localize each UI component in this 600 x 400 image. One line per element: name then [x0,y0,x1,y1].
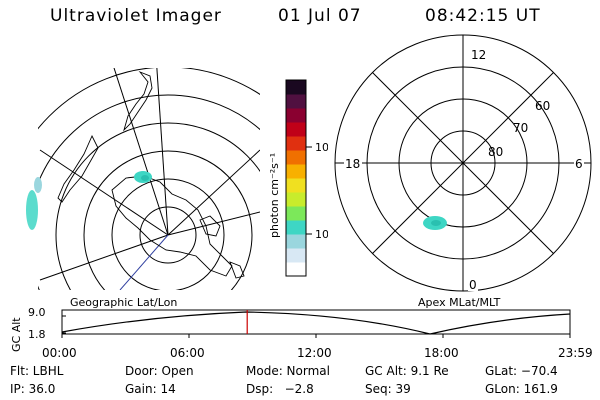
colorbar-cell [286,122,306,137]
mlt-label-0: 0 [469,278,477,292]
mlt-label-6: 6 [575,157,583,171]
colorbar-cell [286,192,306,207]
colorbar-tick-10: 10 [315,228,328,241]
colorbar: 100 10 photon cm⁻²s⁻¹ [268,79,328,277]
colorbar-cell [286,136,306,151]
colorbar-cell [286,80,306,95]
colorbar-cell [286,248,306,263]
geographic-coords-label: Geographic Lat/Lon [70,296,178,309]
colorbar-cell [286,178,306,193]
time-tick-2359: 23:59 [558,346,593,360]
date-label: 01 Jul 07 [278,6,362,26]
geographic-map [26,68,260,290]
glat-value: GLat: −70.4 [485,364,558,378]
altitude-curve [61,311,571,335]
lat-label-70: 70 [513,121,528,135]
altitude-strip: GC Alt 9.0 1.8 00:00 06:00 12:00 18:00 2… [10,306,593,360]
colorbar-cell [286,94,306,109]
instrument-title: Ultraviolet Imager [50,6,222,26]
filter-value: Flt: LBHL [10,364,64,378]
colorbar-cell [286,262,306,277]
gc-altitude-value: GC Alt: 9.1 Re [365,364,449,378]
apex-coords-label: Apex MLat/MLT [418,296,501,309]
altitude-tick-min: 1.8 [28,328,46,341]
time-tick-0000: 00:00 [42,346,77,360]
colorbar-cell [286,150,306,165]
altitude-axis-label: GC Alt [10,317,23,352]
colorbar-cell [286,220,306,235]
mlt-label-12: 12 [471,48,486,62]
glon-value: GLon: 161.9 [485,382,558,396]
mlt-label-18: 18 [345,157,360,171]
sequence-value: Seq: 39 [365,382,411,396]
time-tick-1800: 18:00 [424,346,459,360]
dsp-value: Dsp: −2.8 [246,382,314,396]
mode-value: Mode: Normal [246,364,330,378]
colorbar-tick-100: 100 [315,141,328,154]
ip-value: IP: 36.0 [10,382,56,396]
mlt-polar-plot: 12 18 6 0 60 70 80 [334,34,592,292]
time-tick-0600: 06:00 [170,346,205,360]
altitude-tick-max: 9.0 [28,306,46,319]
colorbar-cell [286,206,306,221]
time-label: 08:42:15 UT [425,6,541,26]
colorbar-unit-label: photon cm⁻²s⁻¹ [268,153,281,238]
lat-label-80: 80 [488,145,503,159]
colorbar-cell [286,108,306,123]
colorbar-cell [286,164,306,179]
gain-value: Gain: 14 [125,382,176,396]
emission-patches [26,171,152,230]
time-tick-1200: 12:00 [297,346,332,360]
door-value: Door: Open [125,364,194,378]
colorbar-cell [286,234,306,249]
lat-label-60: 60 [535,99,550,113]
